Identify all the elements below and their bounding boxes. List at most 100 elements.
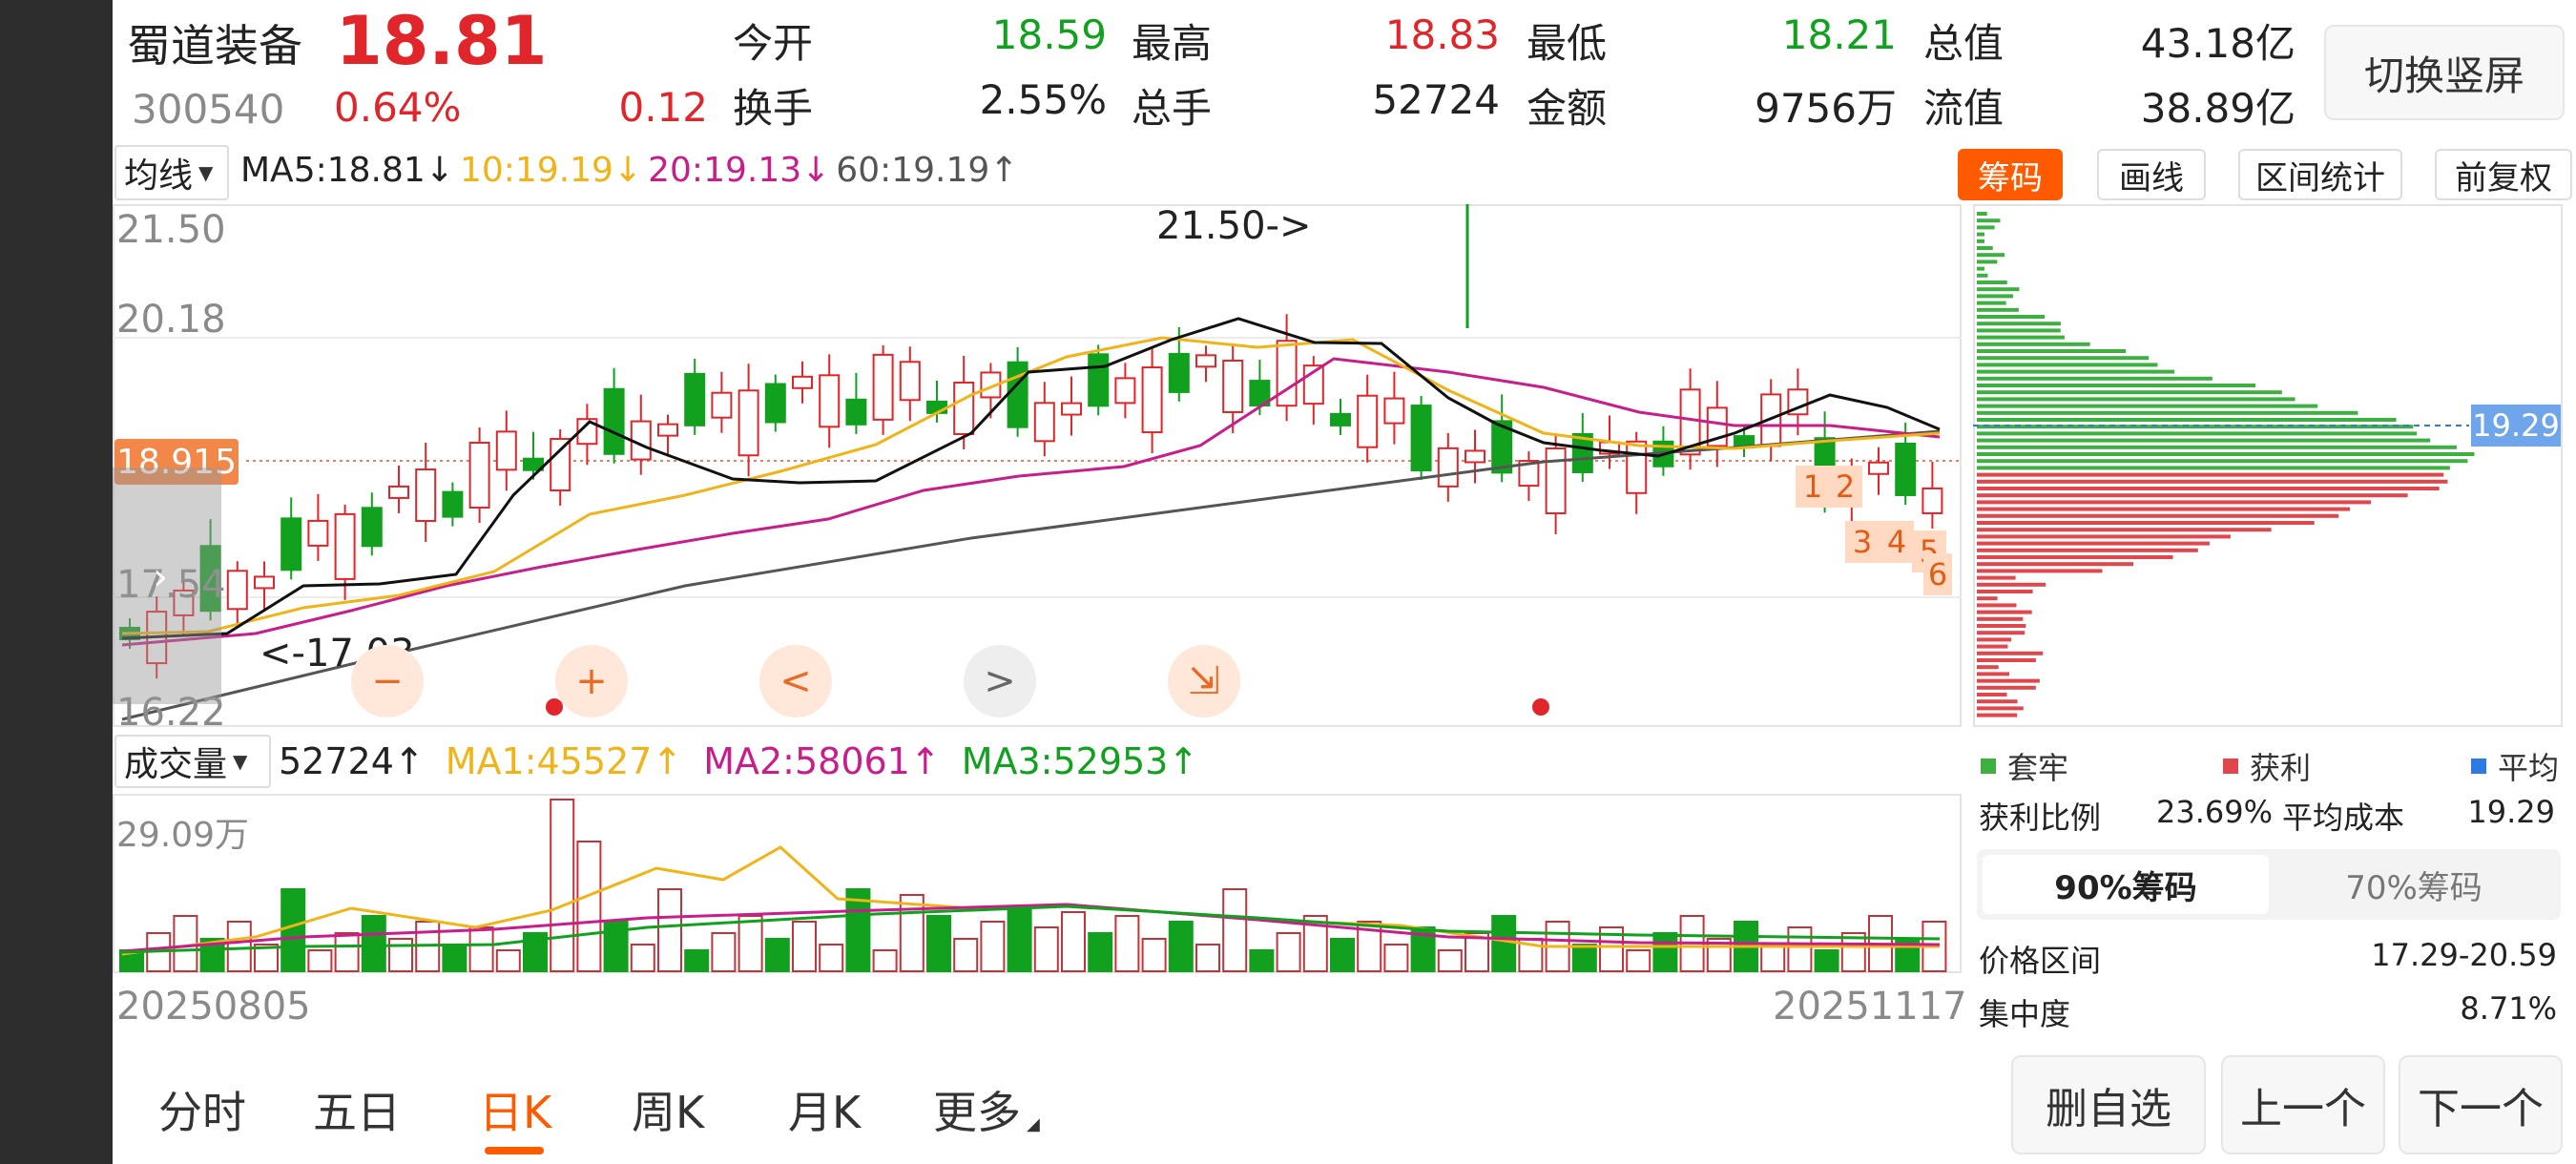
volume-bar: [819, 944, 844, 972]
zoom-out-button[interactable]: −: [351, 645, 424, 717]
chip-bar-profit: [1977, 500, 2372, 505]
candle-up: [899, 361, 921, 402]
marker-2[interactable]: 2: [1828, 466, 1862, 508]
tab-weekly-k[interactable]: 周K: [632, 1087, 705, 1138]
scroll-handle[interactable]: ›: [113, 468, 221, 704]
chip-bar-trapped: [1977, 260, 1998, 264]
ma10-value: 10:19.19↓: [459, 151, 643, 190]
chip-bar-profit: [1977, 624, 2026, 628]
ma10-line: [121, 336, 1941, 635]
volume-bar: [280, 888, 306, 972]
stat-value: 2.55%: [979, 76, 1107, 123]
zoom-in-button[interactable]: +: [555, 645, 628, 717]
candle-down: [361, 507, 383, 548]
concentration-value: 8.71%: [2460, 990, 2557, 1027]
chip-bar-profit: [1977, 555, 2173, 559]
volume-bar: [1222, 888, 1248, 972]
volume-bar: [1330, 938, 1355, 972]
chip-bar-profit: [1977, 582, 2046, 587]
collapse-button[interactable]: ⇲: [1168, 645, 1240, 717]
tab-monthly-k[interactable]: 月K: [788, 1087, 862, 1138]
volume-bar: [495, 949, 521, 972]
volume-ma2-line: [121, 903, 1941, 953]
tab-more[interactable]: 更多: [933, 1087, 1021, 1138]
price-range-value: 17.29-20.59: [2371, 937, 2557, 973]
change-percent: 0.64%: [334, 84, 462, 131]
volume-bar: [334, 932, 360, 972]
tab-five-day[interactable]: 五日: [313, 1087, 401, 1138]
volume-bar: [1814, 949, 1839, 972]
legend-label: 平均: [2498, 750, 2560, 786]
change-amount: 0.12: [618, 84, 708, 131]
draw-line-button[interactable]: 画线: [2097, 149, 2206, 200]
adjust-price-button[interactable]: 前复权: [2435, 149, 2572, 200]
chip-bar-profit: [1977, 713, 2018, 717]
chip-bar-trapped: [1977, 301, 2006, 305]
chip-bar-trapped: [1977, 466, 2450, 470]
tab-70-chips[interactable]: 70%筹码: [2345, 868, 2483, 907]
candle-up: [711, 391, 733, 419]
candle-down: [1007, 361, 1028, 428]
chip-bar-trapped: [1977, 431, 2418, 436]
volume-bar: [953, 938, 979, 972]
kline-frame: [113, 204, 1962, 727]
price-label-bottom: 16.22: [116, 691, 226, 735]
candle-down: [764, 383, 786, 424]
date-start: 20250805: [116, 985, 311, 1029]
volume-bar: [630, 944, 655, 972]
price-range-label: 价格区间: [1979, 943, 2102, 979]
candle-up: [1357, 394, 1379, 448]
chip-bar-trapped: [1977, 410, 2358, 415]
chip-bar-profit: [1977, 534, 2231, 539]
stock-code: 300540: [132, 86, 285, 133]
chip-bar-trapped: [1977, 418, 2397, 422]
chip-bar-trapped: [1977, 287, 2020, 292]
current-price-tag: 18.915: [114, 439, 239, 485]
chip-bar-trapped: [1977, 356, 2150, 361]
candle-down: [1895, 442, 1917, 496]
chip-bar-profit: [1977, 590, 2033, 593]
candle-up: [1195, 354, 1216, 368]
next-stock-button[interactable]: 下一个: [2399, 1055, 2563, 1154]
volume-bar: [1033, 926, 1059, 972]
volume-bar: [1168, 921, 1194, 972]
tab-intraday[interactable]: 分时: [158, 1087, 246, 1138]
volume-chart[interactable]: [113, 794, 1963, 975]
previous-stock-button[interactable]: 上一个: [2221, 1055, 2385, 1154]
chip-bar-trapped: [1977, 322, 2061, 326]
marker-1[interactable]: 1: [1796, 466, 1830, 508]
range-stats-button[interactable]: 区间统计: [2238, 149, 2402, 200]
chip-bar-profit: [1977, 658, 2036, 662]
chip-bar-profit: [1977, 596, 1998, 601]
legend-profit: 获利: [2223, 744, 2311, 788]
pan-left-button[interactable]: <: [759, 645, 832, 717]
chip-distribution-chart: [1973, 204, 2563, 727]
volume-ma3-line: [121, 904, 1941, 954]
chip-bar-profit: [1977, 672, 2009, 676]
chips-button[interactable]: 筹码: [1958, 149, 2063, 200]
marker-6[interactable]: 6: [1923, 553, 1952, 595]
candle-up: [1465, 449, 1485, 464]
tab-90-chips[interactable]: 90%筹码: [1983, 855, 2269, 914]
volume-bar: [1114, 915, 1140, 972]
candle-down: [1168, 352, 1190, 393]
volume-bar: [737, 915, 763, 972]
remove-watchlist-button[interactable]: 删自选: [2011, 1055, 2206, 1154]
chevron-right-icon: ›: [153, 555, 168, 599]
candle-up: [495, 430, 517, 471]
marker-3[interactable]: 3: [1845, 521, 1880, 563]
volume-value: 52724↑: [279, 740, 425, 782]
ma-dropdown[interactable]: 均线 ▼: [114, 145, 229, 200]
kline-chart[interactable]: [113, 204, 1963, 729]
chip-bar-trapped: [1977, 281, 2007, 284]
marker-4[interactable]: 4: [1880, 521, 1914, 563]
volume-bar: [576, 841, 602, 972]
tab-daily-k[interactable]: 日K: [479, 1087, 552, 1138]
pan-right-button[interactable]: >: [964, 645, 1036, 717]
chip-bar-profit: [1977, 472, 2444, 477]
ma5-line: [121, 317, 1941, 640]
switch-portrait-button[interactable]: 切换竖屏: [2324, 25, 2565, 120]
chip-bar-trapped: [1977, 438, 2431, 443]
candle-up: [226, 570, 248, 611]
volume-dropdown[interactable]: 成交量 ▼: [114, 735, 271, 788]
